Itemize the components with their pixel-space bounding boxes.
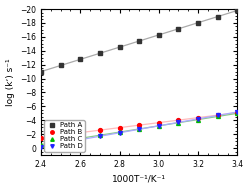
Line: Path D: Path D (39, 110, 239, 149)
Path D (79, 139, 82, 141)
Path C (98, 134, 101, 136)
Path B (216, 114, 219, 116)
Path D (157, 125, 160, 127)
Path A (216, 15, 219, 18)
Path C (216, 115, 219, 118)
Legend: Path A, Path B, Path C, Path D: Path A, Path B, Path C, Path D (44, 120, 85, 152)
Path A (59, 64, 62, 67)
Path C (59, 140, 62, 143)
Path A (236, 9, 239, 12)
Path A (138, 40, 141, 42)
Path A (40, 70, 43, 73)
Path D (236, 111, 239, 113)
Path D (59, 142, 62, 144)
Path C (197, 119, 200, 121)
Line: Path B: Path B (39, 111, 239, 140)
Path C (177, 122, 180, 124)
Line: Path C: Path C (39, 111, 239, 146)
Path D (216, 114, 219, 117)
Path D (197, 118, 200, 120)
Path B (177, 119, 180, 121)
Path B (236, 112, 239, 114)
Path B (197, 116, 200, 119)
Path C (138, 128, 141, 130)
Path D (138, 128, 141, 130)
Path B (79, 132, 82, 134)
Path B (118, 126, 121, 129)
X-axis label: 1000T⁻¹/K⁻¹: 1000T⁻¹/K⁻¹ (112, 174, 166, 184)
Path A (79, 58, 82, 60)
Path B (40, 136, 43, 139)
Path B (59, 134, 62, 136)
Path A (98, 52, 101, 54)
Path D (98, 135, 101, 137)
Path D (177, 121, 180, 123)
Path C (236, 112, 239, 115)
Path D (118, 132, 121, 134)
Path C (157, 125, 160, 127)
Path B (157, 122, 160, 124)
Path A (197, 22, 200, 24)
Path B (98, 129, 101, 131)
Path A (118, 46, 121, 48)
Path C (40, 143, 43, 146)
Y-axis label: log (kʼ) s⁻¹: log (kʼ) s⁻¹ (5, 58, 14, 106)
Path A (177, 28, 180, 30)
Path A (157, 34, 160, 36)
Path C (118, 131, 121, 133)
Path C (79, 137, 82, 139)
Path B (138, 124, 141, 126)
Line: Path A: Path A (39, 9, 239, 74)
Path D (40, 146, 43, 148)
